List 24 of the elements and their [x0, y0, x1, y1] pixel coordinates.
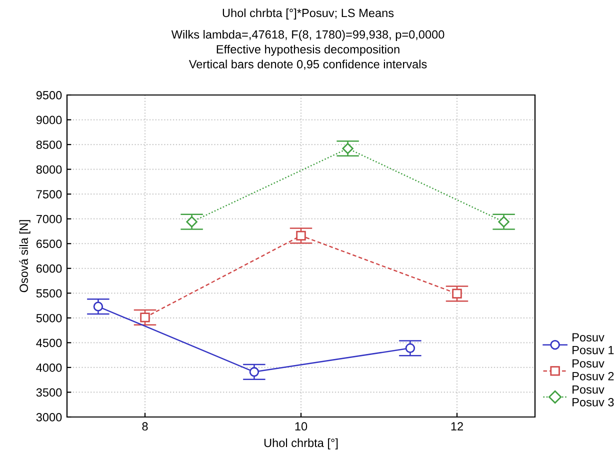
y-tick-label: 6500	[36, 240, 62, 248]
y-tick-label: 7000	[36, 214, 62, 224]
y-tick-label: 4500	[36, 338, 62, 348]
y-axis-title: Osová sila [N]	[19, 220, 30, 292]
x-tick-label: 12	[451, 422, 463, 430]
y-tick-label: 9000	[36, 116, 62, 124]
x-tick-label: 10	[295, 422, 308, 431]
chart-subtitle: Wilks lambda=,47618, F(8, 1780)=99,938, p=0,0000 Effective hypothesis decomposition Vertical bars denote 0,95 confidence intervals	[171, 30, 444, 70]
chart-title: Uhol chrbta [°]*Posuv; LS Means	[222, 8, 394, 20]
y-tick-label: 6000	[36, 264, 62, 273]
y-tick-label: 5500	[36, 289, 62, 298]
legend-label: Posuv Posuv 3	[572, 385, 614, 406]
x-axis-title: Uhol chrbta [°]	[264, 438, 338, 450]
y-tick-label: 5000	[36, 314, 62, 322]
y-tick-label: 4000	[36, 363, 62, 372]
y-tick-label: 9500	[36, 91, 62, 100]
x-tick-label: 8	[142, 422, 148, 431]
legend-label: Posuv Posuv 2	[572, 359, 614, 380]
y-tick-label: 3500	[36, 388, 62, 397]
y-tick-label: 8000	[36, 165, 62, 174]
legend-label: Posuv Posuv 1	[572, 333, 614, 354]
y-tick-label: 3000	[36, 413, 62, 422]
y-tick-label: 7500	[36, 190, 62, 198]
y-tick-label: 8500	[36, 140, 62, 149]
